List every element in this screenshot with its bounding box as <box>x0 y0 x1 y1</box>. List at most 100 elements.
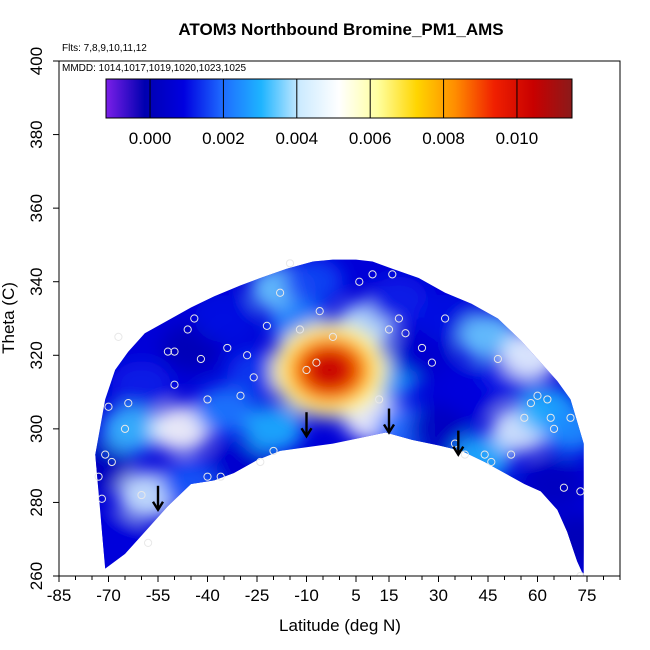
y-axis-tick-label: 280 <box>27 488 46 516</box>
x-axis-tick-label: 45 <box>479 586 498 605</box>
field-region <box>101 404 162 453</box>
sample-point <box>355 277 364 286</box>
sample-point <box>183 325 192 334</box>
dates-label: MMDD: 1014,1017,1019,1020,1023,1025 <box>62 63 246 74</box>
field-region <box>111 360 172 409</box>
sample-point <box>493 354 502 364</box>
sample-point <box>368 270 377 279</box>
tropopause-arrow <box>452 430 465 457</box>
y-axis-tick-label: 300 <box>27 415 46 443</box>
sample-point <box>163 347 172 356</box>
field-region <box>194 386 254 435</box>
sample-point <box>285 259 295 268</box>
sample-points <box>94 259 585 576</box>
sample-point <box>520 413 529 422</box>
y-axis-tick-label: 320 <box>27 341 46 369</box>
sample-point <box>269 446 278 456</box>
x-axis-tick-label: 60 <box>528 586 547 605</box>
hotspot-ring <box>313 356 346 384</box>
sample-point <box>480 450 489 459</box>
sample-point <box>144 538 153 547</box>
sample-point <box>507 450 516 459</box>
tropopause-arrows <box>151 408 465 513</box>
sample-point <box>384 325 394 334</box>
sample-point <box>276 288 285 297</box>
field-region <box>392 331 452 380</box>
sample-point <box>566 413 575 422</box>
sample-point <box>107 457 116 467</box>
field-region <box>95 515 146 564</box>
colorbar-tick-label: 0.008 <box>422 129 465 148</box>
colorbar-tick-label: 0.004 <box>276 129 319 148</box>
x-axis-tick-label: -40 <box>195 586 220 605</box>
sample-point <box>576 571 585 576</box>
x-axis-tick-label: -55 <box>146 586 171 605</box>
sample-point <box>101 450 110 459</box>
colorbar-tick-label: 0.006 <box>349 129 392 148</box>
field-region <box>540 404 584 453</box>
sample-point <box>576 487 585 496</box>
x-axis-tick-label: 75 <box>578 586 597 605</box>
colorbar-gradient <box>105 78 573 119</box>
y-axis-label: Theta (C) <box>0 282 18 354</box>
sample-point <box>427 358 436 367</box>
sample-point <box>223 343 232 353</box>
sample-point <box>203 472 212 481</box>
field-region <box>95 441 132 490</box>
sample-point <box>526 399 536 408</box>
sample-point <box>543 395 552 404</box>
sample-point <box>417 343 427 353</box>
sample-point <box>249 373 258 382</box>
sample-point <box>460 450 469 459</box>
colorbar-tick-label: 0.000 <box>129 129 172 148</box>
tropopause-arrow <box>300 412 313 439</box>
sample-point <box>114 332 123 341</box>
sample-point <box>120 424 130 433</box>
x-axis-tick-label: 5 <box>351 586 360 605</box>
field-region <box>243 404 304 453</box>
colorbar: 0.000 0.002 0.004 0.006 0.008 0.010 <box>105 78 573 148</box>
sample-point <box>546 413 555 422</box>
field-region <box>547 515 584 564</box>
x-axis-tick-label: -10 <box>294 586 319 605</box>
sample-point <box>97 494 107 503</box>
sample-point <box>388 270 397 279</box>
sample-point <box>170 380 179 389</box>
colorbar-tick-label: 0.010 <box>496 129 539 148</box>
sample-point <box>441 314 450 323</box>
sample-point <box>216 472 225 481</box>
field-region <box>368 276 429 325</box>
x-axis: -85 -70 -55 -40 -25 -10 5 15 30 45 60 75 <box>47 576 621 605</box>
sample-point <box>533 391 542 400</box>
sample-point <box>328 332 337 341</box>
field-region <box>524 460 584 509</box>
tropopause-arrow <box>151 485 165 513</box>
sample-point <box>124 399 133 408</box>
field-region <box>283 259 344 306</box>
x-axis-tick-label: 30 <box>429 586 448 605</box>
sample-point <box>170 347 179 356</box>
sample-point <box>302 365 311 375</box>
field-region <box>194 294 254 343</box>
x-axis-tick-label: 15 <box>380 586 399 605</box>
x-axis-tick-label: -85 <box>47 586 72 605</box>
sample-point <box>315 307 324 316</box>
sample-point <box>94 472 103 481</box>
sample-point <box>262 321 271 330</box>
x-axis-tick-label: -25 <box>245 586 270 605</box>
x-axis-tick-label: -70 <box>96 586 121 605</box>
field-region <box>408 404 469 453</box>
tropopause-arrow <box>382 408 396 435</box>
sample-point <box>196 354 205 364</box>
y-axis-tick-label: 260 <box>27 562 46 590</box>
sample-point <box>295 325 304 334</box>
sample-point <box>549 424 559 433</box>
colorbar-tick-label: 0.002 <box>202 129 245 148</box>
y-axis-tick-label: 400 <box>27 47 46 75</box>
sample-point <box>104 402 113 411</box>
sample-point <box>401 329 410 338</box>
sample-point <box>190 314 199 323</box>
chart-title: ATOM3 Northbound Bromine_PM1_AMS <box>178 20 503 39</box>
sample-point <box>243 351 252 360</box>
